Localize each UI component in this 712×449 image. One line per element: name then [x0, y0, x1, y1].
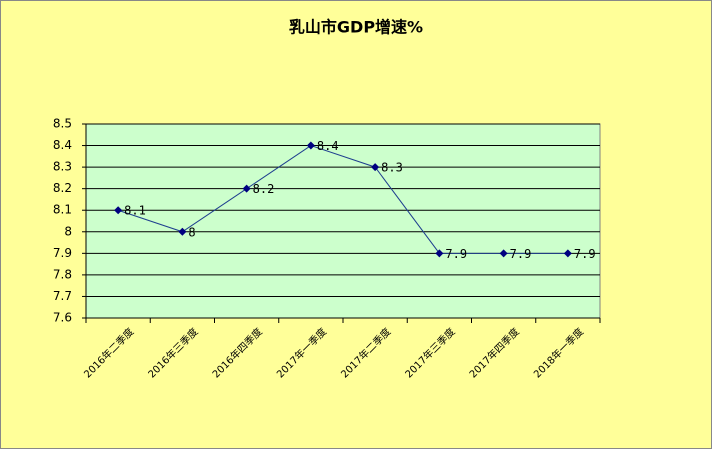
y-tick-label: 8.1 [53, 203, 72, 217]
y-tick-label: 8.5 [53, 117, 72, 131]
y-tick-label: 7.6 [53, 311, 72, 325]
data-label: 7.9 [574, 247, 596, 261]
y-tick-label: 8.3 [53, 160, 72, 174]
data-label: 8.1 [124, 204, 146, 218]
data-label: 7.9 [510, 247, 532, 261]
marker [499, 249, 508, 258]
chart-title: 乳山市GDP增速% [289, 18, 423, 37]
y-tick-label: 8 [64, 224, 72, 238]
y-tick-label: 8.2 [53, 181, 72, 195]
marker [435, 249, 444, 258]
marker [114, 206, 123, 215]
data-label: 8.3 [381, 161, 403, 175]
data-label: 8 [188, 225, 195, 239]
line [117, 145, 568, 254]
marker [371, 163, 380, 172]
marker [242, 184, 251, 193]
plot-area [85, 123, 601, 319]
data-label: 8.4 [317, 139, 339, 153]
y-tick-label: 8.4 [53, 138, 72, 152]
marker [178, 227, 187, 236]
y-tick-label: 7.8 [53, 267, 72, 281]
y-tick-label: 7.7 [53, 289, 72, 303]
marker [306, 141, 315, 150]
data-label: 8.2 [253, 182, 275, 196]
y-tick-label: 7.9 [53, 246, 72, 260]
data-label: 7.9 [445, 247, 467, 261]
marker [563, 249, 572, 258]
